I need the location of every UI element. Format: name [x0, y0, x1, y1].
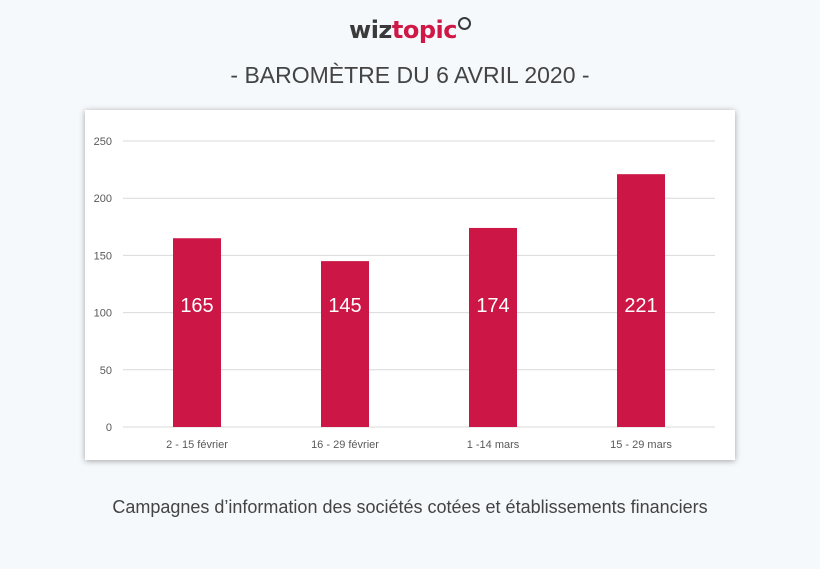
- page-title: - BAROMÈTRE DU 6 AVRIL 2020 -: [230, 62, 590, 88]
- bar: [469, 227, 517, 427]
- bar-chart: 0 50 100 150 200 250 165 2 - 15 février 145 16 - …: [94, 136, 715, 451]
- x-tick-label: 15 - 29 mars: [610, 439, 672, 451]
- y-tick-label: 0: [106, 422, 112, 434]
- brand-logo: wiztopic: [0, 16, 820, 44]
- logo-wiz: wiz: [349, 16, 392, 44]
- x-tick-label: 2 - 15 février: [166, 439, 228, 451]
- bar-value-label: 174: [476, 295, 509, 317]
- bar: [173, 238, 221, 427]
- logo-topic: topic: [391, 16, 458, 44]
- chart-card: 0 50 100 150 200 250 165 2 - 15 février 145 16 - …: [85, 110, 735, 460]
- bar-value-label: 221: [624, 295, 657, 317]
- chart-caption: Campagnes d’information des sociétés cot…: [112, 497, 708, 517]
- y-tick-label: 150: [94, 250, 112, 262]
- bar-value-label: 145: [328, 295, 361, 317]
- y-tick-label: 200: [94, 193, 112, 205]
- bar: [617, 174, 665, 427]
- bar: [321, 261, 369, 427]
- y-tick-label: 100: [94, 308, 112, 320]
- x-tick-label: 1 -14 mars: [467, 439, 520, 451]
- logo-ring-icon: [457, 17, 471, 30]
- bar-value-label: 165: [180, 295, 213, 317]
- x-tick-label: 16 - 29 février: [311, 439, 379, 451]
- y-tick-label: 50: [100, 365, 112, 377]
- y-tick-label: 250: [94, 136, 112, 148]
